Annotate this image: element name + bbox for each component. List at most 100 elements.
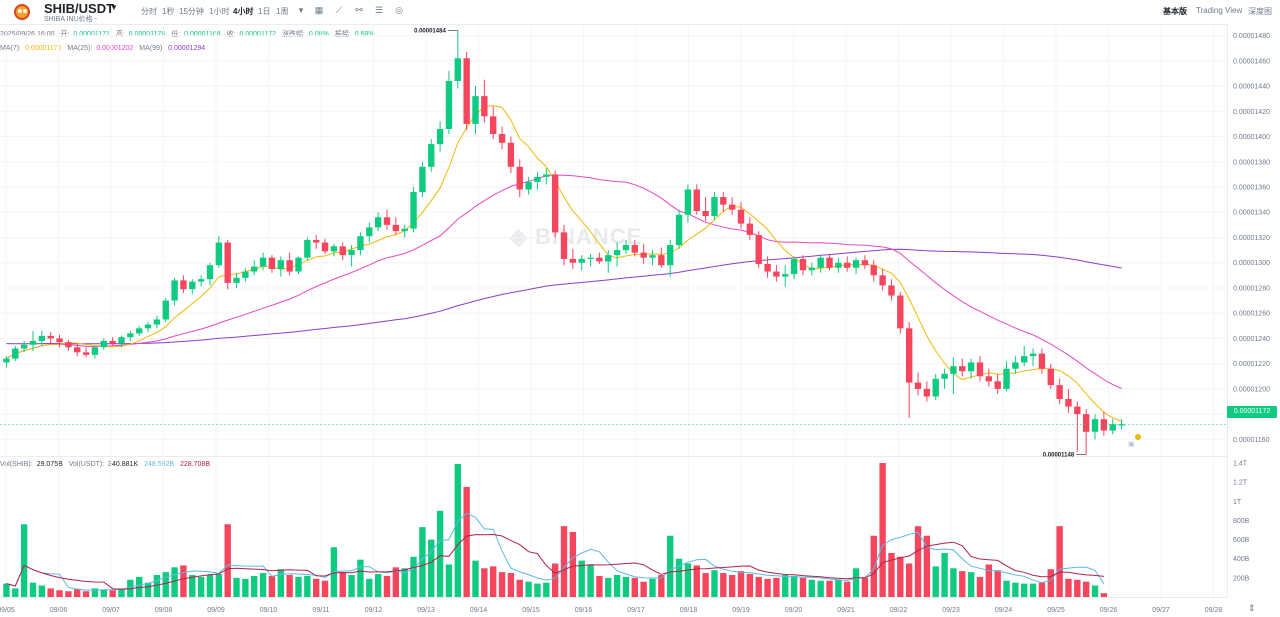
candle-body bbox=[923, 388, 931, 397]
ohlc-low: 0.00001168 bbox=[184, 31, 221, 38]
volume-bar bbox=[782, 574, 789, 597]
candle-body bbox=[162, 300, 169, 320]
axis-settings-icon[interactable]: ⇕ bbox=[1248, 603, 1256, 613]
candle-body bbox=[498, 134, 506, 143]
volume-bar bbox=[667, 535, 674, 597]
volume-bar bbox=[773, 577, 780, 597]
volume-bar bbox=[419, 527, 426, 597]
time-tick-label: 09/26 bbox=[1100, 607, 1118, 614]
candle-body bbox=[259, 257, 267, 267]
volume-bar bbox=[905, 563, 913, 597]
volume-bar bbox=[383, 575, 391, 597]
candle-body bbox=[1003, 368, 1010, 389]
volume-bar bbox=[861, 577, 869, 597]
candle-body bbox=[1029, 353, 1037, 357]
candle-body bbox=[366, 227, 373, 237]
tf-4h[interactable]: 4小时 bbox=[233, 7, 254, 16]
candle-body bbox=[702, 210, 709, 217]
price-tick-label: 0.00001320 bbox=[1233, 235, 1270, 242]
candle-body bbox=[569, 258, 577, 263]
volume-bar bbox=[649, 578, 656, 597]
volume-bar bbox=[251, 575, 258, 597]
view-depth[interactable]: 深度图 bbox=[1248, 7, 1272, 16]
volume-bar bbox=[428, 539, 435, 597]
candle-body bbox=[782, 274, 789, 277]
candle-body bbox=[1065, 399, 1072, 407]
screenshot-icon[interactable]: ◎ bbox=[395, 5, 403, 15]
candle-body bbox=[622, 245, 630, 251]
pair-dropdown-caret-icon[interactable]: ▼ bbox=[110, 3, 118, 12]
ma25-line bbox=[6, 174, 1122, 389]
candle-body bbox=[436, 128, 444, 145]
chart-type-icon[interactable]: ⚯ bbox=[355, 5, 363, 15]
tf-line[interactable]: 分时 bbox=[141, 7, 157, 16]
candle-body bbox=[153, 319, 161, 325]
volume-bar bbox=[463, 486, 470, 597]
candle-body bbox=[180, 280, 187, 290]
candle-body bbox=[47, 335, 54, 339]
volume-bar bbox=[1047, 569, 1054, 597]
candle-body bbox=[976, 362, 984, 377]
more-timeframes-icon[interactable]: ▾ bbox=[298, 5, 304, 15]
candle-body bbox=[242, 271, 249, 278]
volume-bar bbox=[481, 568, 488, 597]
volume-bar bbox=[3, 583, 10, 597]
volume-bar bbox=[259, 573, 267, 597]
volume-bar bbox=[1056, 526, 1063, 597]
volume-bar bbox=[153, 574, 161, 597]
tf-1h[interactable]: 1小时 bbox=[209, 7, 230, 16]
candle-body bbox=[330, 246, 338, 252]
candle-body bbox=[1109, 424, 1116, 431]
candle-body bbox=[29, 340, 37, 345]
indicator-icon[interactable]: ⟋ bbox=[335, 5, 343, 15]
volume-bar bbox=[525, 581, 532, 597]
volume-tick-label: 1.2T bbox=[1233, 480, 1248, 487]
volume-bar bbox=[118, 588, 125, 597]
candle-body bbox=[118, 337, 125, 344]
candle-body bbox=[1012, 362, 1019, 369]
volume-bar bbox=[817, 580, 824, 597]
volume-bar bbox=[1038, 582, 1046, 597]
volume-bar bbox=[20, 524, 28, 597]
volume-bar bbox=[12, 588, 19, 597]
view-tradingview[interactable]: Trading View bbox=[1196, 6, 1243, 15]
volume-bar bbox=[162, 572, 169, 597]
volume-bar bbox=[950, 568, 957, 597]
candle-body bbox=[994, 381, 1001, 389]
time-tick-label: 09/22 bbox=[890, 607, 908, 614]
time-tick-label: 09/14 bbox=[470, 607, 488, 614]
volume-bar bbox=[1065, 578, 1072, 597]
volume-bar bbox=[507, 573, 515, 597]
settings-list-icon[interactable]: ☰ bbox=[374, 5, 384, 15]
volume-bar bbox=[897, 556, 904, 597]
volume-bar bbox=[578, 560, 585, 597]
candle-body bbox=[737, 209, 745, 224]
vol-ma1: 248.592B bbox=[144, 461, 175, 468]
ohlc-close: 0.00001172 bbox=[239, 31, 276, 38]
live-indicator-dot bbox=[1135, 434, 1141, 440]
tf-1d[interactable]: 1日 bbox=[258, 7, 271, 16]
volume-bar bbox=[658, 574, 665, 597]
tf-1w[interactable]: 1周 bbox=[276, 7, 289, 16]
candle-body bbox=[215, 242, 223, 266]
volume-tick-label: 200B bbox=[1233, 575, 1250, 582]
tf-1s[interactable]: 1秒 bbox=[162, 7, 175, 16]
calendar-icon[interactable]: ▦ bbox=[314, 5, 324, 15]
candle-body bbox=[897, 295, 904, 329]
tf-15m[interactable]: 15分钟 bbox=[179, 7, 204, 16]
pair-title[interactable]: SHIB/USDT bbox=[44, 1, 115, 16]
volume-bar bbox=[472, 560, 479, 597]
volume-bar bbox=[1029, 583, 1037, 597]
volume-bar bbox=[445, 564, 453, 597]
volume-bar bbox=[596, 575, 603, 597]
candle-body bbox=[1038, 353, 1046, 369]
candle-body bbox=[543, 174, 550, 177]
chart-marker-icon[interactable]: ▣ bbox=[1128, 441, 1135, 448]
view-basic[interactable]: 基本版 bbox=[1163, 7, 1187, 16]
price-tick-label: 0.00001420 bbox=[1233, 109, 1270, 116]
price-tick-label: 0.00001240 bbox=[1233, 336, 1270, 343]
candle-body bbox=[1082, 414, 1090, 432]
candle-body bbox=[613, 250, 621, 256]
time-tick-label: 09/28 bbox=[1205, 607, 1223, 614]
